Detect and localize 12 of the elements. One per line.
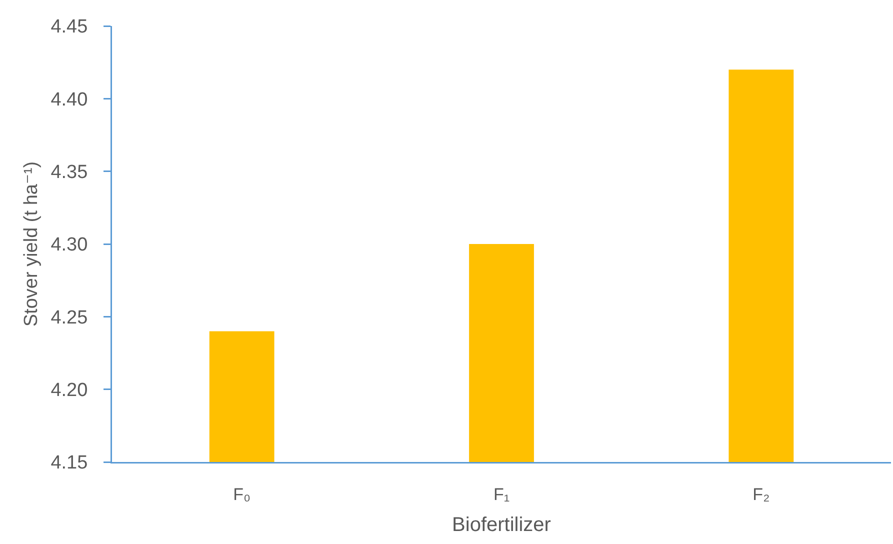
- x-tick-label: F₁: [493, 484, 510, 504]
- x-axis-title: Biofertilizer: [452, 514, 552, 536]
- y-tick-label: 4.15: [50, 452, 88, 474]
- y-tick-label: 4.20: [50, 380, 88, 401]
- y-tick-label: 4.40: [50, 89, 88, 110]
- y-tick-label: 4.25: [50, 307, 88, 328]
- x-tick-label: F₀: [233, 484, 251, 504]
- x-tick-label: F₂: [752, 484, 770, 504]
- y-tick-label: 4.45: [50, 16, 88, 38]
- y-tick-label: 4.30: [50, 234, 88, 256]
- y-tick-label: 4.35: [50, 162, 88, 183]
- y-axis-title: Stover yield (t ha⁻¹): [20, 161, 42, 327]
